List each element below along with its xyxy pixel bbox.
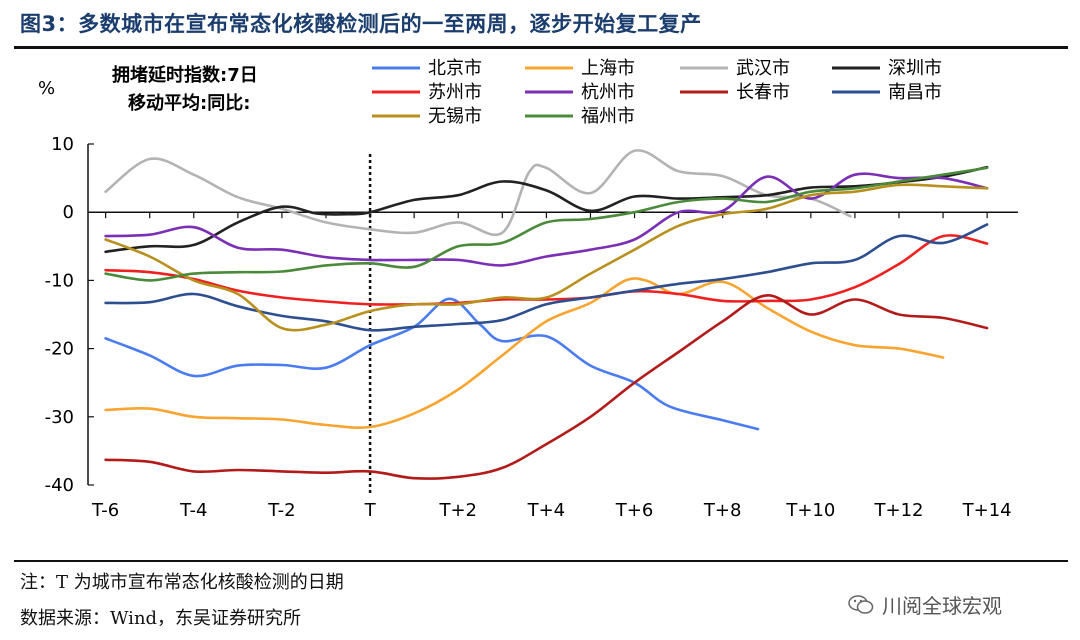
series-line-7 [104, 223, 989, 332]
x-tick-label: T+6 [615, 500, 654, 521]
series-line-5 [104, 172, 989, 267]
series-line-3 [104, 165, 989, 254]
wechat-icon [848, 594, 874, 614]
y-tick-label: -30 [45, 407, 74, 428]
x-tick-label: T+2 [438, 500, 477, 521]
watermark: 川阅全球宏观 [848, 590, 1002, 619]
legend-label-7: 南昌市 [888, 82, 942, 103]
series-line-0 [104, 297, 760, 431]
x-tick-label: T-6 [91, 500, 119, 521]
series-line-9 [104, 166, 989, 282]
plot-area: 10 0 -10 -20 -30 -40 T-6 T-4 T-2 T T+2 T+4 T+6 T+8 T+1… [45, 134, 1018, 521]
x-tick-label: T+14 [962, 500, 1012, 521]
series-line-6 [104, 294, 989, 480]
x-tick-label: T+8 [703, 500, 742, 521]
x-tick-label: T-2 [267, 500, 295, 521]
series-line-2 [104, 149, 852, 236]
series-line-1 [104, 277, 945, 429]
legend-label-3: 深圳市 [888, 58, 942, 79]
x-tick-label: T+10 [785, 500, 835, 521]
y-tick-label: -40 [45, 475, 74, 496]
data-source: 数据来源：Wind，东吴证券研究所 [20, 608, 302, 629]
legend-label-8: 无锡市 [428, 106, 482, 127]
watermark-text: 川阅全球宏观 [882, 594, 1002, 618]
legend-label-9: 福州市 [581, 106, 635, 127]
x-tick-label: T [364, 500, 377, 521]
figure-title: 图3：多数城市在宣布常态化核酸检测后的一至两周，逐步开始复工复产 [20, 12, 702, 36]
annotation-line-2: 移动平均:同比: [128, 92, 250, 114]
legend-label-6: 长春市 [736, 82, 790, 103]
footnote: 注：T 为城市宣布常态化核酸检测的日期 [20, 572, 344, 593]
series-line-8 [104, 183, 989, 332]
legend-label-5: 杭州市 [581, 82, 635, 103]
legend-label-0: 北京市 [428, 58, 482, 79]
legend-label-4: 苏州市 [428, 82, 482, 103]
series-line-4 [104, 234, 989, 306]
bottom-rule [14, 560, 1068, 562]
y-tick-label: 0 [63, 202, 74, 223]
legend-label-1: 上海市 [581, 58, 635, 79]
x-tick-label: T-4 [179, 500, 207, 521]
y-tick-label: -10 [45, 270, 74, 291]
y-axis-unit: % [38, 78, 55, 99]
x-tick-label: T+4 [527, 500, 566, 521]
annotation-line-1: 拥堵延时指数:7日 [112, 64, 258, 86]
legend-label-2: 武汉市 [736, 58, 790, 79]
top-rule [14, 46, 1068, 49]
x-tick-label: T+12 [874, 500, 924, 521]
y-tick-label: 10 [51, 134, 74, 155]
y-tick-label: -20 [45, 339, 74, 360]
